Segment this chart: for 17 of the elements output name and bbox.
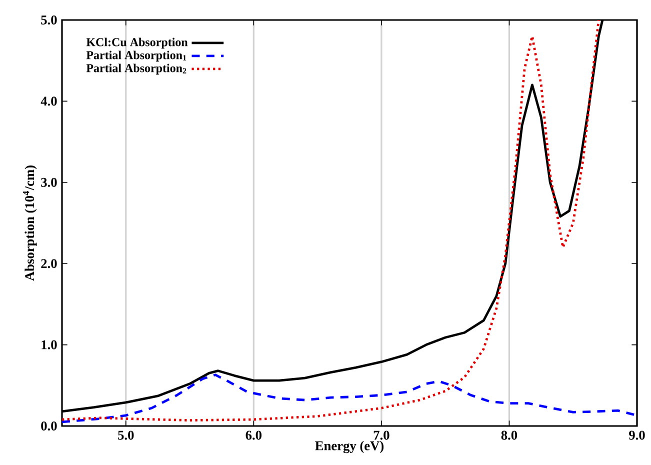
x-axis-title: Energy (eV) bbox=[315, 440, 384, 454]
line-series bbox=[62, 374, 637, 424]
x-tick-label: 8.0 bbox=[501, 430, 518, 440]
x-tick-label: 7.0 bbox=[374, 430, 390, 440]
y-tick-label: 4.0 bbox=[40, 96, 57, 106]
x-tick-label: 9.0 bbox=[629, 430, 645, 440]
y-axis-title: Absorption (10$^{4}$/cm) bbox=[22, 166, 37, 281]
legend-label: Partial Absorption$_{2}$ bbox=[86, 64, 186, 75]
y-tick-label: 2.0 bbox=[41, 259, 57, 268]
y-tick-label: 3.0 bbox=[41, 178, 57, 187]
y-tick-label: 1.0 bbox=[42, 340, 57, 350]
x-tick-label: 6.0 bbox=[246, 430, 262, 440]
y-tick-label: 0.0 bbox=[41, 421, 57, 431]
legend-label: Partial Absorption$_{1}$ bbox=[86, 50, 186, 62]
x-tick-label: 5.0 bbox=[118, 430, 134, 440]
legend-label: KCl:Cu Absorption bbox=[86, 38, 188, 49]
y-tick-label: 5.0 bbox=[41, 15, 57, 25]
